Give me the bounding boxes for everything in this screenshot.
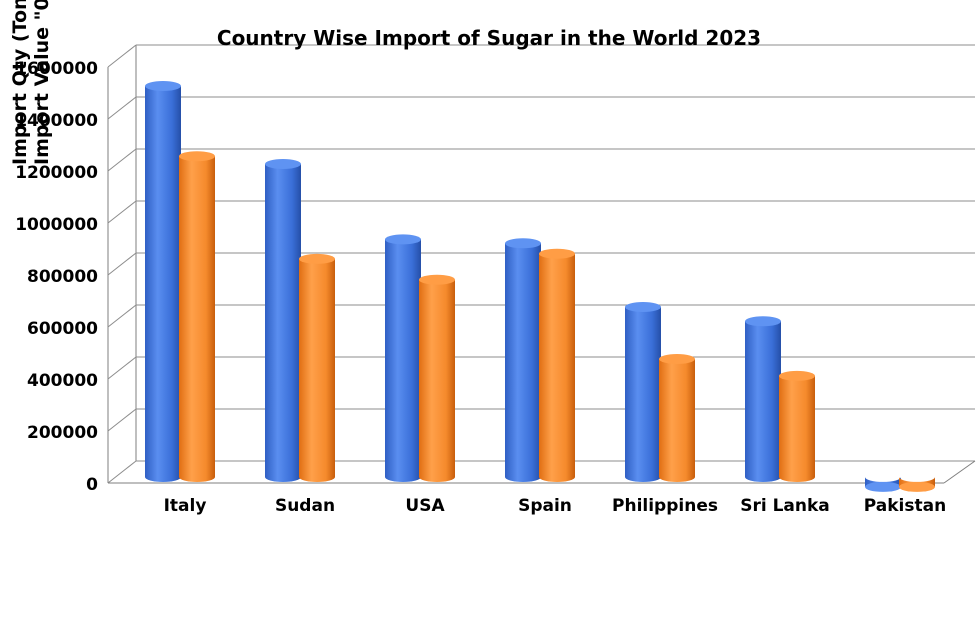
gridline-side — [107, 96, 137, 120]
bar-body — [539, 253, 575, 482]
y-tick-label: 1400000 — [15, 111, 98, 131]
gridline-side — [107, 44, 137, 68]
bar-cap — [265, 159, 301, 169]
gridline-side — [107, 460, 137, 484]
bar — [299, 253, 335, 482]
y-tick-label: 1200000 — [15, 163, 98, 183]
gridline-side — [107, 252, 137, 276]
bar-cap — [299, 253, 335, 264]
bar-cap — [659, 354, 695, 364]
bar — [899, 477, 935, 492]
bar-cap — [779, 370, 815, 381]
y-axis-label: Import Value "0 — [31, 0, 53, 165]
bar-cap — [745, 316, 781, 327]
y-tick-label: 800000 — [27, 267, 98, 287]
bar — [385, 234, 421, 482]
bar-body — [265, 164, 301, 482]
bar-body — [145, 86, 181, 482]
x-tick-label: USA — [405, 496, 445, 516]
bar-cap — [179, 151, 215, 162]
bar-body — [779, 375, 815, 482]
gridline-side — [107, 200, 137, 224]
y-tick-label: 1000000 — [15, 215, 98, 235]
bar-body — [299, 258, 335, 482]
bar-body — [505, 243, 541, 482]
gridline-side — [107, 304, 137, 328]
bar — [265, 159, 301, 482]
bar — [539, 248, 575, 482]
gridline-side — [107, 356, 137, 380]
bar — [145, 81, 181, 482]
y-tick-label: 400000 — [27, 371, 98, 391]
x-tick-label: Sri Lanka — [740, 496, 830, 516]
gridline-side — [107, 408, 137, 432]
bar-body — [625, 307, 661, 482]
x-tick-label: Spain — [518, 496, 572, 516]
chart-title: Country Wise Import of Sugar in the Worl… — [217, 26, 761, 50]
y-tick-label: 200000 — [27, 423, 98, 443]
bar-body — [419, 279, 455, 482]
bar-body — [745, 321, 781, 482]
bar-cap — [385, 234, 421, 245]
bar-body — [179, 156, 215, 482]
bar-cap — [625, 302, 661, 312]
bar — [865, 477, 901, 492]
bar-body — [385, 239, 421, 482]
bar-cap — [899, 481, 935, 492]
bar — [779, 370, 815, 482]
bar-cap — [539, 248, 575, 259]
y-tick-label: 0 — [86, 475, 98, 495]
x-tick-label: Italy — [164, 496, 207, 516]
y-tick-label: 600000 — [27, 319, 98, 339]
floor-side-edge — [943, 460, 976, 484]
bar — [419, 274, 455, 482]
bar — [179, 151, 215, 482]
gridline-side — [107, 148, 137, 172]
x-tick-label: Pakistan — [864, 496, 946, 516]
bar-cap — [419, 274, 455, 285]
bars — [145, 81, 935, 492]
bar — [659, 354, 695, 482]
y-tick-label: 1600000 — [15, 59, 98, 79]
x-tick-label: Philippines — [612, 496, 718, 516]
bar — [505, 238, 541, 482]
bar-cap — [865, 481, 901, 492]
bar — [625, 302, 661, 482]
labels: 0 200000 400000 600000 800000 1000000 1200000 1… — [9, 0, 946, 516]
bar — [745, 316, 781, 482]
bar-cap — [145, 81, 181, 91]
bar-body — [659, 359, 695, 482]
bar-cap — [505, 238, 541, 249]
y-axis-label: Import Qty (Ton — [9, 0, 31, 165]
x-tick-label: Sudan — [275, 496, 335, 516]
